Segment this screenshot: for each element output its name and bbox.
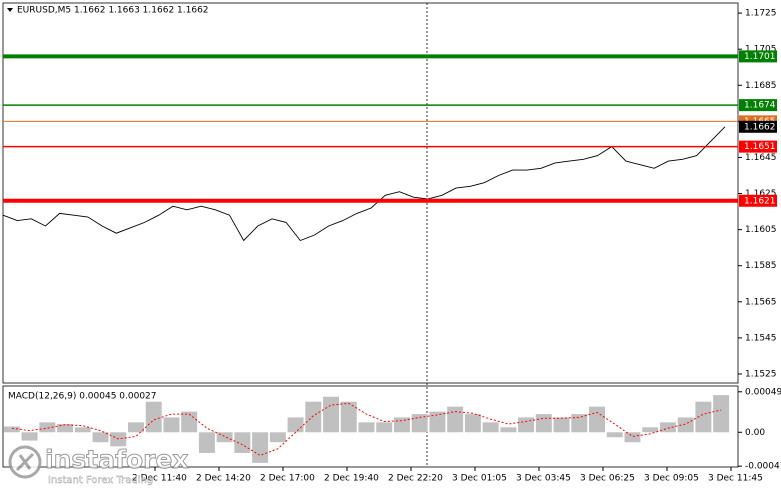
- price-panel: [2, 2, 739, 384]
- macd-bar: [482, 422, 499, 433]
- level-label: 1.1674: [744, 101, 776, 111]
- macd-bar: [269, 432, 286, 443]
- level-label: 1.1651: [744, 142, 776, 152]
- macd-bar: [447, 406, 464, 433]
- price-line: [2, 126, 726, 242]
- x-tick-label: 2 Dec 11:40: [132, 474, 187, 484]
- x-tick-label: 3 Dec 03:45: [516, 474, 571, 484]
- level-label-box: [739, 50, 777, 63]
- y-tick-label: 1.1685: [745, 81, 777, 91]
- macd-title: MACD(12,26,9) 0.00045 0.00027: [8, 392, 157, 402]
- macd-bar: [429, 411, 446, 433]
- watermark-logo-mark: [15, 452, 35, 472]
- macd-bar: [659, 422, 676, 433]
- x-tick-label: 2 Dec 19:40: [324, 474, 379, 484]
- macd-bar: [163, 417, 180, 433]
- x-tick-label: 2 Dec 22:20: [388, 474, 443, 484]
- y-tick-label: 1.1545: [745, 333, 777, 343]
- level-label: 1.1701: [744, 52, 776, 62]
- macd-bar: [553, 417, 570, 433]
- y-tick-label: 1.1725: [745, 9, 777, 19]
- macd-bar: [145, 401, 162, 433]
- macd-bar: [393, 417, 410, 433]
- macd-bar: [234, 432, 251, 453]
- y-tick-label: 1.1705: [745, 45, 777, 55]
- macd-bar: [376, 422, 393, 433]
- x-tick-label: 3 Dec 01:05: [452, 474, 507, 484]
- macd-bar: [677, 417, 694, 433]
- macd-bar: [535, 414, 552, 433]
- macd-bar: [642, 427, 659, 433]
- x-tick-label: 3 Dec 09:05: [644, 474, 699, 484]
- y-tick-label: 0.00: [745, 428, 765, 438]
- signal-line: [11, 402, 722, 456]
- macd-bar: [57, 424, 74, 433]
- macd-bar: [358, 422, 375, 433]
- macd-bar: [464, 414, 481, 433]
- y-tick-label: 1.1585: [745, 261, 777, 271]
- macd-bar: [571, 414, 588, 433]
- x-tick-label: 3 Dec 06:25: [580, 474, 635, 484]
- y-tick-label: 1.1605: [745, 225, 777, 235]
- y-tick-label: 1.1645: [745, 153, 777, 163]
- y-tick-label: -0.00041: [745, 462, 781, 472]
- macd-bar: [624, 432, 641, 443]
- macd-bar: [39, 422, 56, 433]
- macd-bar: [3, 426, 20, 433]
- macd-bar: [92, 432, 109, 443]
- level-label: 1.1621: [744, 196, 776, 206]
- current-price-label: 1.1662: [744, 122, 776, 132]
- macd-bar: [287, 417, 304, 433]
- macd-bar: [606, 432, 623, 438]
- macd-bar: [74, 427, 91, 433]
- y-tick-label: 1.1525: [745, 369, 777, 379]
- macd-panel: [2, 385, 739, 468]
- y-tick-label: 1.1625: [745, 189, 777, 199]
- menu-arrow: [7, 8, 13, 12]
- x-tick-label: 2 Dec 14:20: [196, 474, 251, 484]
- macd-bar: [695, 401, 712, 433]
- x-tick-label: 2 Dec 17:00: [260, 474, 315, 484]
- macd-bar: [323, 396, 340, 433]
- header: EURUSD,M5 1.1662 1.1663 1.1662 1.1662: [17, 6, 209, 16]
- level-label-box: [739, 99, 777, 112]
- macd-bar: [713, 395, 730, 433]
- level-label-box: [739, 140, 777, 153]
- macd-bar: [198, 432, 215, 453]
- watermark-tagline: Instant Forex Trading: [48, 475, 153, 486]
- watermark-brand: instaforex: [45, 445, 189, 474]
- macd-bar: [340, 401, 357, 433]
- macd-bar: [500, 427, 517, 433]
- macd-bar: [305, 401, 322, 433]
- current-price-box: [739, 120, 777, 133]
- y-tick-label: 1.1565: [745, 297, 777, 307]
- macd-bar: [252, 432, 269, 463]
- macd-bar: [128, 422, 144, 433]
- macd-bar: [589, 406, 605, 433]
- x-tick-label: 3 Dec 11:45: [708, 474, 763, 484]
- macd-bar: [518, 417, 535, 433]
- y-tick-label: 0.00049: [745, 387, 781, 397]
- macd-bar: [21, 432, 38, 441]
- macd-bar: [216, 432, 233, 443]
- level-label-box: [739, 194, 777, 207]
